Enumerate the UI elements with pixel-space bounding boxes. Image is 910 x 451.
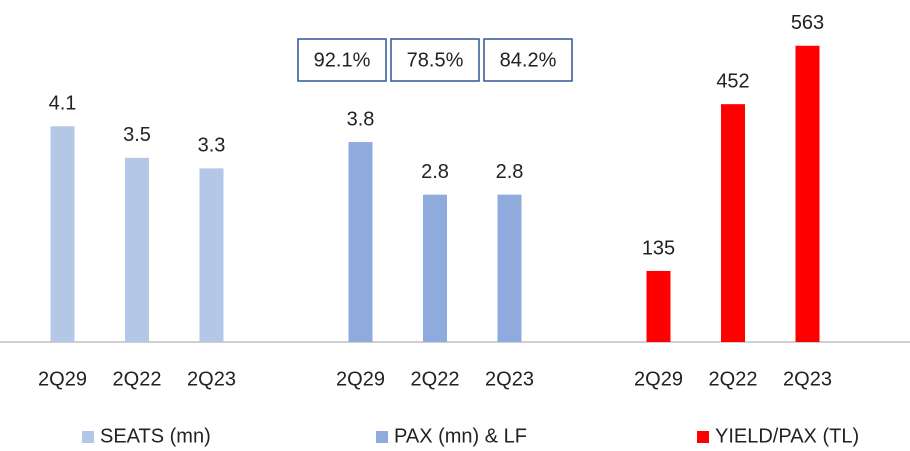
legend-label: YIELD/PAX (TL) [715,425,859,447]
bar [497,194,522,342]
x-tick-label: 2Q23 [783,368,832,390]
bar [199,168,224,342]
x-tick-label: 2Q22 [709,368,758,390]
bar [721,104,745,342]
annotation-box [483,38,573,82]
x-tick-label: 2Q29 [38,368,87,390]
annotation-box [390,38,480,82]
data-label: 3.8 [347,108,375,130]
data-label: 3.5 [123,124,151,146]
data-label: 2.8 [421,161,449,183]
data-label: 2.8 [496,161,524,183]
data-label: 135 [642,237,675,259]
data-label: 4.1 [49,93,77,115]
x-tick-label: 2Q29 [336,368,385,390]
legend-swatch [697,431,709,443]
x-tick-label: 2Q29 [634,368,683,390]
legend-swatch [376,431,388,443]
bar [125,157,149,342]
annotation: 84.2% [500,49,557,71]
x-tick-label: 2Q22 [411,368,460,390]
annotation-box [297,38,387,82]
bar [646,270,671,342]
data-label: 3.3 [198,135,226,157]
bar [348,142,373,342]
x-tick-label: 2Q23 [187,368,236,390]
data-label: 563 [791,12,824,34]
legend-label: PAX (mn) & LF [394,425,527,447]
bar [423,194,447,342]
legend-swatch [82,431,94,443]
bar [50,126,75,343]
x-tick-label: 2Q22 [113,368,162,390]
x-tick-label: 2Q23 [485,368,534,390]
legend-label: SEATS (mn) [100,425,211,447]
data-label: 452 [716,70,749,92]
bar [795,45,820,342]
annotation: 78.5% [407,49,464,71]
annotation: 92.1% [314,49,371,71]
